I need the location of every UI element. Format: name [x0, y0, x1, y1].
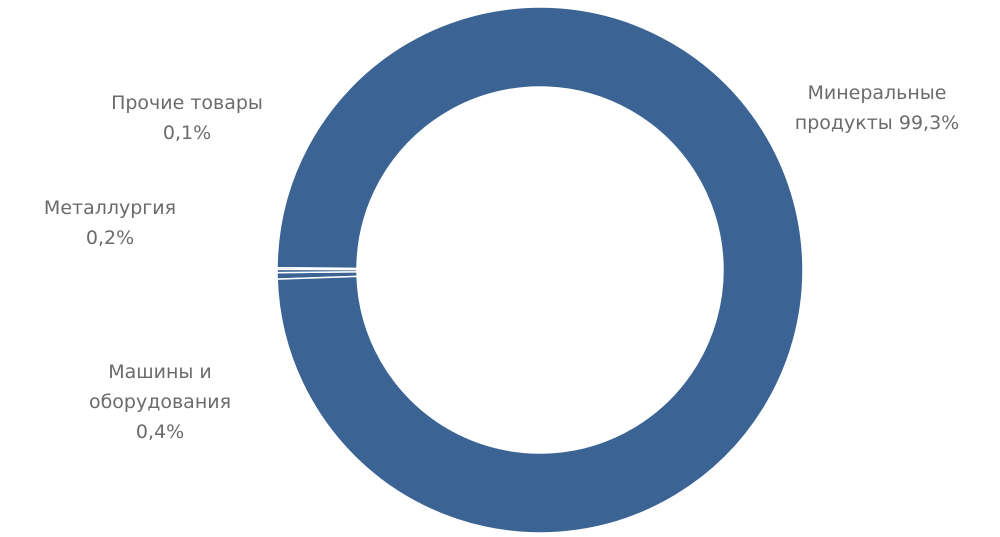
category-label: Машины и оборудования: [88, 361, 232, 413]
value-label: 0,2%: [85, 227, 135, 249]
category-label: Металлургия: [43, 197, 177, 219]
value-label: 0,1%: [162, 122, 212, 144]
donut-segment: [276, 6, 804, 534]
category-label: Прочие товары: [111, 92, 263, 114]
data-label: Металлургия 0,2%: [0, 193, 220, 253]
data-label: Минеральные продукты 99,3%: [772, 78, 982, 138]
value-label: 99,3%: [898, 112, 960, 134]
data-label: Прочие товары 0,1%: [67, 88, 307, 148]
data-label: Машины и оборудования 0,4%: [55, 357, 265, 447]
value-label: 0,4%: [135, 421, 185, 443]
category-label: Минеральные продукты: [794, 82, 947, 134]
